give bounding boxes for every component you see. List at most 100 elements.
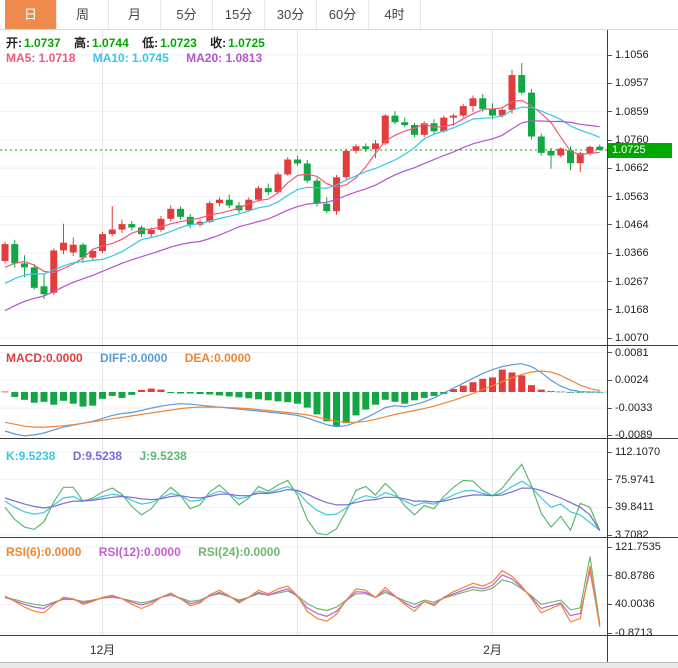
tab-daily[interactable]: 日 [5, 0, 57, 29]
macd-axis-label: 0.0081 [615, 346, 649, 359]
macd-axis-label: 0.0024 [615, 374, 649, 387]
rsi-axis-label-tick [608, 575, 612, 577]
ma5-legend-value: MA5: 1.0718 [6, 51, 76, 65]
d-line [4, 487, 601, 531]
k-legend-value: K:9.5238 [6, 449, 56, 463]
price-axis-label: 1.0662 [615, 162, 649, 175]
dea-legend-value: DEA:0.0000 [184, 351, 251, 365]
month-gridlines [102, 30, 493, 345]
price-axis-label-tick [608, 337, 612, 339]
kdj-axis-label-tick [608, 479, 612, 481]
kdj-axis-label: 75.9741 [615, 473, 655, 486]
price-axis-label: 1.1056 [615, 49, 649, 61]
tab-weekly[interactable]: 周 [57, 0, 109, 29]
macd-axis-label: -0.0089 [615, 429, 653, 442]
price-axis-label: 1.0168 [615, 303, 649, 316]
ohlc-legend: 开: 1.0737 高: 1.0744 低: 1.0723 收: 1.0725 [6, 34, 265, 51]
rsi-axis-label-tick [608, 632, 612, 634]
rsi12-legend-value: RSI(12):0.0000 [98, 545, 181, 559]
ma10-legend-value: MA10: 1.0745 [92, 51, 169, 65]
high-label: 高: [74, 36, 91, 50]
macd-axis-label-tick [608, 379, 612, 381]
open-label: 开: [6, 36, 22, 50]
main-chart-canvas[interactable] [0, 30, 608, 345]
d-legend-value: D:9.5238 [72, 449, 123, 463]
rsi-axis-label: -0.8713 [615, 627, 653, 639]
separator-macd-kdj [0, 438, 678, 439]
ma5-line [4, 99, 600, 274]
kdj-panel-canvas[interactable] [0, 438, 608, 537]
price-axis-label: 1.0366 [615, 247, 649, 259]
ma20-legend-value: MA20: 1.0813 [186, 51, 263, 65]
low-value: 1.0723 [160, 36, 197, 50]
macd-axis-label-tick [608, 352, 612, 353]
h-gridlines [0, 451, 608, 536]
rsi-axis-label-tick [608, 546, 612, 548]
ma20-line [4, 120, 600, 312]
price-axis-label-tick [608, 82, 612, 84]
low-label: 低: [142, 36, 159, 50]
kdj-axis-label: 3.7082 [615, 529, 649, 541]
separator-main-macd [0, 345, 678, 346]
price-axis-label-tick [608, 252, 612, 254]
k-line [4, 480, 601, 531]
j-line [4, 463, 601, 536]
x-axis-label-2月: 2月 [483, 643, 502, 657]
rsi-panel-canvas[interactable] [0, 537, 608, 635]
ma-legend: MA5: 1.0718 MA10: 1.0745 MA20: 1.0813 [6, 51, 276, 65]
diff-line [4, 363, 600, 437]
kdj-axis-label: 112.1070 [615, 446, 661, 458]
tab-min15[interactable]: 15分 [213, 0, 265, 29]
price-axis-line [607, 30, 608, 662]
close-label: 收: [210, 36, 227, 50]
x-axis-label-12月: 12月 [89, 643, 116, 657]
tab-monthly[interactable]: 月 [109, 0, 161, 29]
tab-min30[interactable]: 30分 [265, 0, 317, 29]
rsi-axis-label: 121.7535 [615, 541, 661, 553]
price-axis-label-tick [608, 111, 612, 112]
kdj-axis-label: 39.8411 [615, 501, 654, 514]
separator-rsi-timeaxis [0, 635, 678, 636]
diff-legend-value: DIFF:0.0000 [100, 351, 168, 365]
month-gridlines [102, 438, 493, 537]
period-tabbar: 日周月 5分 15分 30分 60分 4时 [0, 0, 678, 30]
price-axis-label: 1.0563 [615, 190, 649, 203]
macd-axis-label: -0.0033 [615, 402, 653, 415]
price-axis-label-tick [608, 224, 612, 226]
rsi-legend: RSI(6):0.0000 RSI(12):0.0000 RSI(24):0.0… [6, 545, 294, 559]
rsi-axis-label: 40.0036 [615, 598, 655, 611]
close-value: 1.0725 [228, 36, 265, 50]
price-axis-label-tick [608, 167, 612, 169]
rsi12-line [4, 570, 601, 626]
bottom-strip [0, 663, 678, 668]
price-axis-label-tick [608, 281, 612, 282]
macd-histogram [1, 369, 604, 427]
price-axis-label-tick [608, 139, 612, 141]
rsi-axis-label-tick [608, 603, 612, 605]
tab-min60[interactable]: 60分 [317, 0, 369, 29]
price-axis-label: 1.0464 [615, 218, 649, 231]
price-axis-label-tick [608, 309, 612, 311]
h-gridlines [0, 546, 608, 634]
dea-line [4, 370, 600, 428]
tab-hour4[interactable]: 4时 [369, 0, 421, 29]
kdj-axis-label-tick [608, 506, 612, 508]
macd-axis-label-tick [608, 407, 612, 409]
current-price-box: 1.0725 [608, 142, 672, 158]
separator-kdj-rsi [0, 537, 678, 538]
time-axis: 12月 2月 [0, 636, 678, 662]
price-axis-label-tick [608, 196, 612, 197]
h-gridlines [0, 351, 608, 436]
high-value: 1.0744 [92, 36, 129, 50]
h-gridlines [0, 54, 608, 339]
tab-min5[interactable]: 5分 [161, 0, 213, 29]
rsi24-legend-value: RSI(24):0.0000 [198, 545, 281, 559]
kdj-legend: K:9.5238 D:9.5238 J:9.5238 [6, 449, 201, 463]
kdj-axis-label-tick [608, 534, 612, 536]
macd-panel-canvas[interactable] [0, 345, 608, 438]
j-legend-value: J:9.5238 [139, 449, 187, 463]
rsi24-line [4, 556, 601, 625]
price-axis-label: 1.0267 [615, 275, 649, 288]
price-axis-label: 1.0859 [615, 105, 649, 118]
